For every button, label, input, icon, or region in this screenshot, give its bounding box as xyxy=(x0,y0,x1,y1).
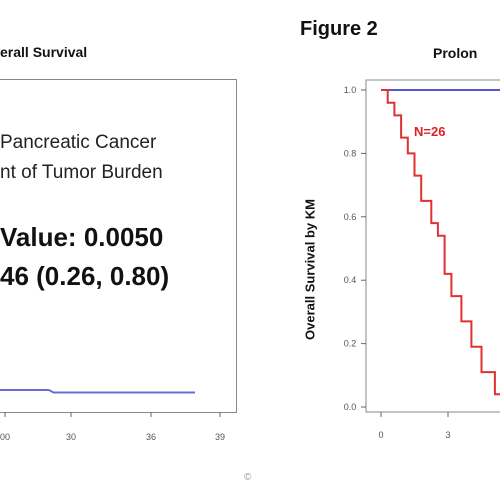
y-tick-label: 0.0 xyxy=(344,402,357,412)
y-tick-label: 0.6 xyxy=(344,212,357,222)
x-tick-label: 0 xyxy=(378,430,383,440)
left-x-tick-label: 00 xyxy=(0,432,10,442)
left-plot-frame xyxy=(0,79,237,413)
footer-mark: © xyxy=(244,472,252,483)
right-plot-frame xyxy=(365,79,500,413)
annotation-line-1: Pancreatic Cancer xyxy=(0,132,157,153)
figure-label: Figure 2 xyxy=(300,18,378,40)
y-tick-label: 0.4 xyxy=(344,275,357,285)
left-series-line-0 xyxy=(0,389,195,394)
right-series-line-1 xyxy=(381,89,500,396)
y-tick-label: 0.2 xyxy=(344,339,357,349)
left-chart-title: erall Survival xyxy=(0,44,88,60)
right-chart-title: Prolon xyxy=(433,45,478,61)
hazard-ratio-text: 46 (0.26, 0.80) xyxy=(0,261,170,291)
annotation-line-2: nt of Tumor Burden xyxy=(0,162,163,183)
p-value-text: Value: 0.0050 xyxy=(0,222,164,252)
left-x-tick-label: 39 xyxy=(215,432,225,442)
left-x-tick-label: 36 xyxy=(146,432,156,442)
series-label-n: N=26 xyxy=(414,124,446,139)
y-tick-label: 0.8 xyxy=(344,148,357,158)
y-tick-label: 1.0 xyxy=(344,85,357,95)
x-tick-label: 3 xyxy=(445,430,450,440)
left-x-tick-label: 30 xyxy=(66,432,76,442)
